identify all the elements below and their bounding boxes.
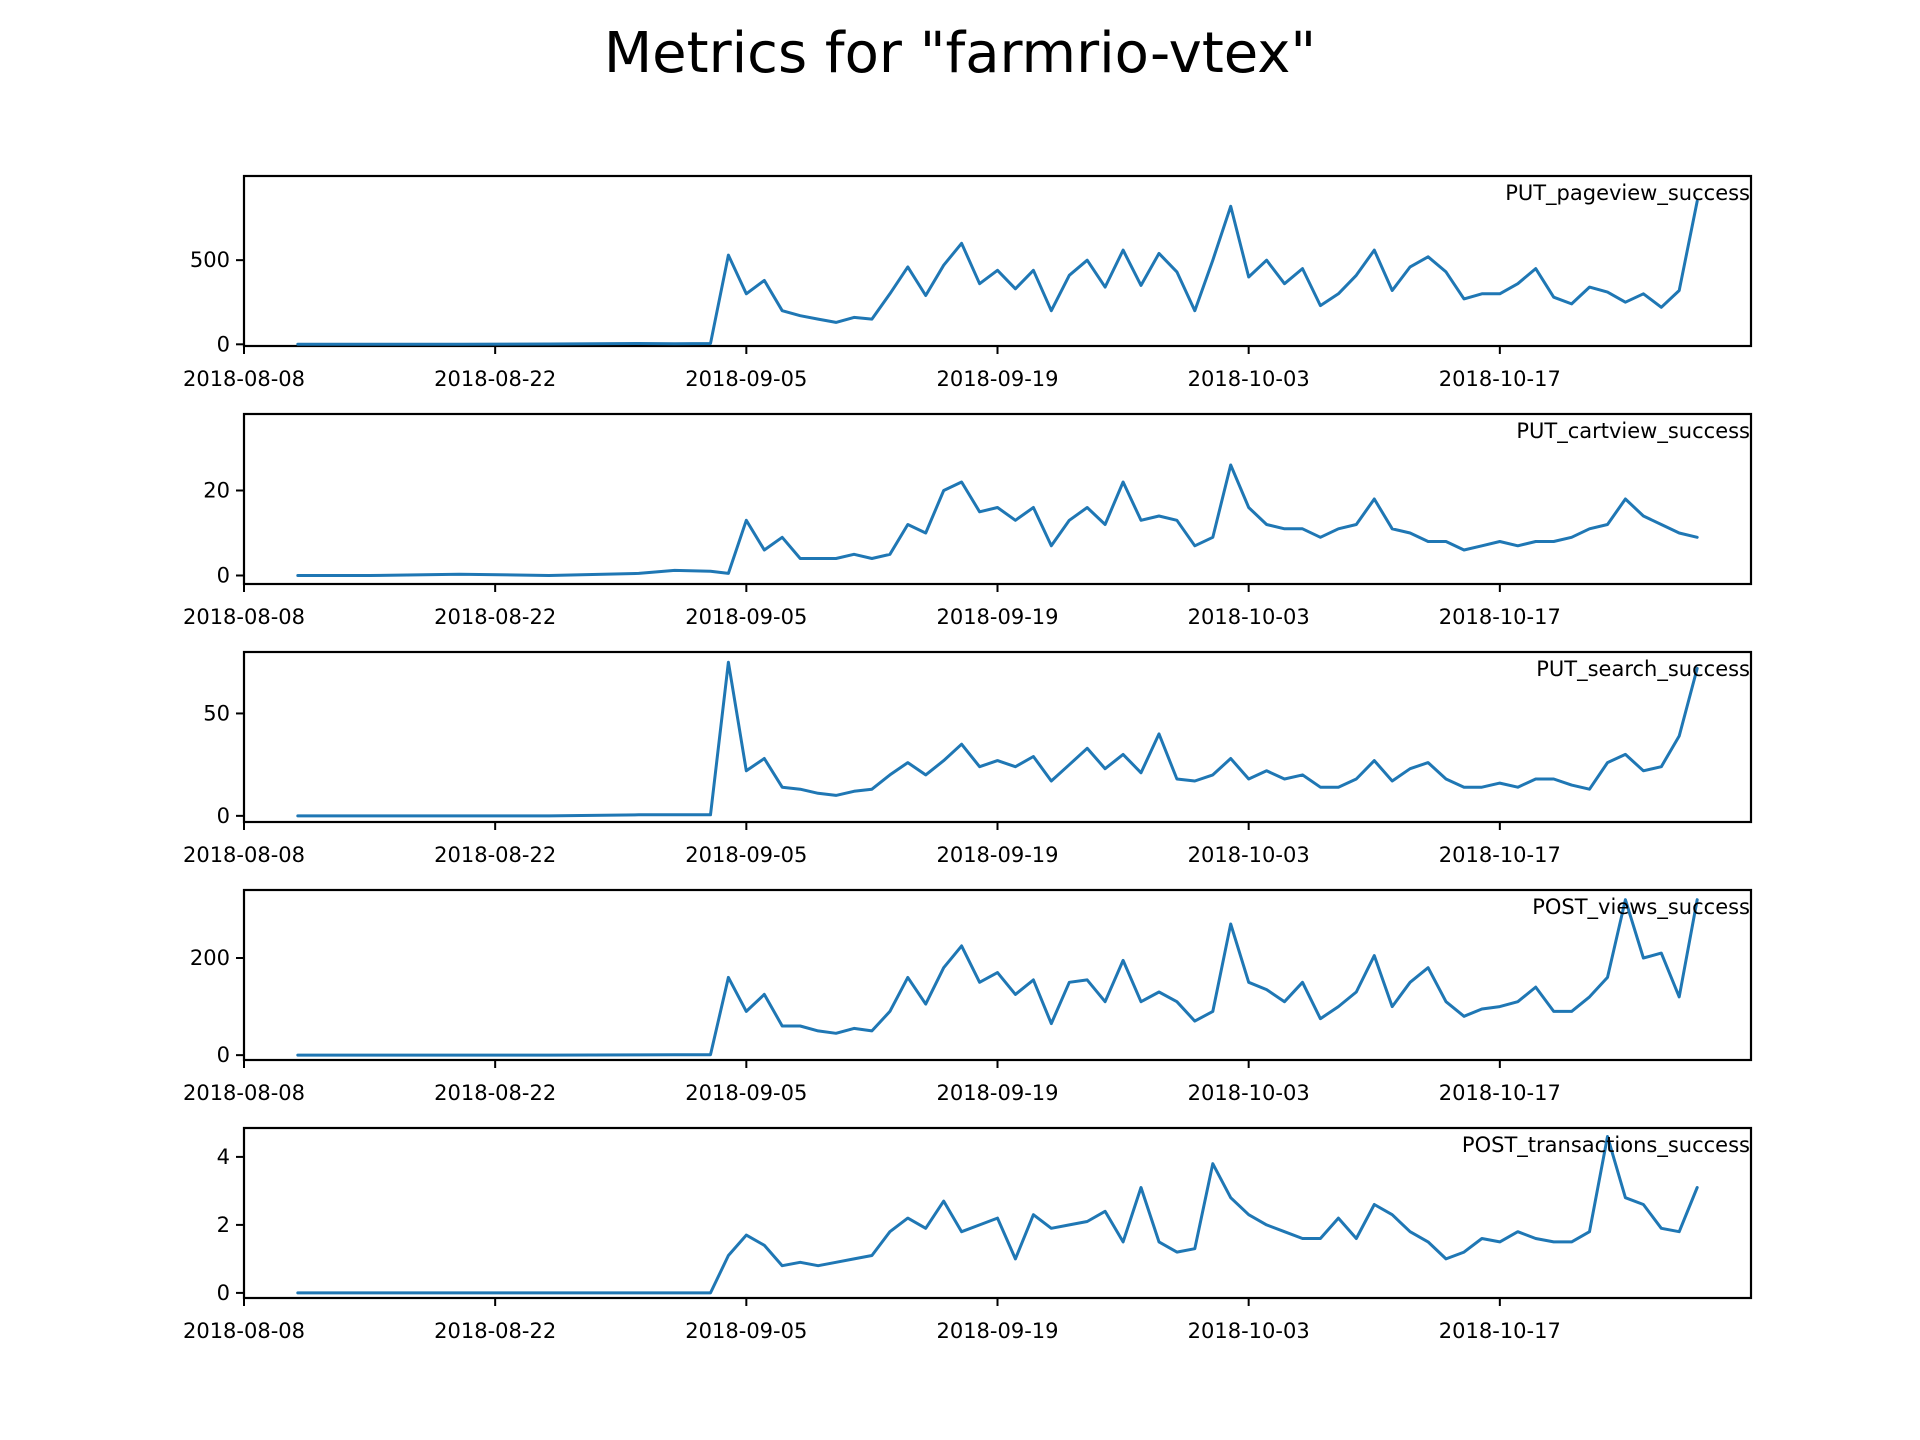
x-tick-label: 2018-09-19 [936, 367, 1058, 391]
x-tick-label: 2018-09-05 [685, 1081, 807, 1105]
series-line [296, 1135, 1699, 1295]
x-tick-label: 2018-08-08 [183, 843, 305, 867]
x-tick-label: 2018-08-08 [183, 1319, 305, 1343]
x-tick-label: 2018-09-05 [685, 843, 807, 867]
x-tick-label: 2018-09-05 [685, 605, 807, 629]
x-tick-label: 2018-08-22 [434, 1319, 556, 1343]
x-tick-label: 2018-09-19 [936, 1081, 1058, 1105]
x-tick-label: 2018-10-03 [1188, 367, 1310, 391]
x-tick-label: 2018-08-08 [183, 1081, 305, 1105]
x-tick-label: 2018-10-17 [1439, 367, 1561, 391]
x-tick-label: 2018-10-17 [1439, 605, 1561, 629]
subplot-4: 0 200 2018-08-08 2018-08-22 2018-09-05 2018-0… [183, 888, 1753, 1105]
x-tick-label: 2018-10-17 [1439, 1319, 1561, 1343]
x-tick-label: 2018-09-19 [936, 605, 1058, 629]
y-tick-label: 0 [217, 1281, 230, 1305]
x-tick-label: 2018-10-03 [1188, 605, 1310, 629]
y-tick-label: 0 [217, 804, 230, 828]
subplot-5: 0 2 4 2018-08-08 2018-08-22 2018-09-05 2018-09… [183, 1126, 1753, 1343]
subplot-1: 0 500 2018-08-08 2018-08-22 2018-09-05 2018-0… [183, 174, 1753, 391]
series-line [296, 199, 1699, 346]
panel-label: PUT_pageview_success [1505, 181, 1750, 206]
x-tick-label: 2018-10-17 [1439, 1081, 1561, 1105]
series-line [296, 463, 1699, 577]
y-tick-label: 20 [203, 479, 230, 503]
panel-label: POST_transactions_success [1462, 1133, 1750, 1158]
y-tick-label: 4 [217, 1145, 230, 1169]
y-tick-label: 0 [217, 564, 230, 588]
x-tick-label: 2018-08-22 [434, 367, 556, 391]
x-tick-label: 2018-08-22 [434, 1081, 556, 1105]
y-tick-label: 0 [217, 332, 230, 356]
x-tick-label: 2018-08-22 [434, 605, 556, 629]
y-tick-label: 500 [190, 248, 230, 272]
axes-frame [242, 888, 1753, 1062]
panel-label: PUT_search_success [1536, 657, 1750, 682]
subplot-2: 0 20 2018-08-08 2018-08-22 2018-09-05 2018-09… [183, 412, 1753, 629]
series-line [296, 898, 1699, 1057]
x-tick-label: 2018-08-22 [434, 843, 556, 867]
panel-label: PUT_cartview_success [1516, 419, 1750, 444]
x-tick-label: 2018-08-08 [183, 367, 305, 391]
figure-title: Metrics for "farmrio-vtex" [604, 21, 1316, 86]
subplot-3: 0 50 2018-08-08 2018-08-22 2018-09-05 2018-09… [183, 650, 1753, 867]
series-line [296, 660, 1699, 818]
x-tick-label: 2018-08-08 [183, 605, 305, 629]
y-tick-label: 200 [190, 946, 230, 970]
x-tick-label: 2018-09-05 [685, 1319, 807, 1343]
x-tick-label: 2018-09-19 [936, 1319, 1058, 1343]
y-tick-label: 0 [217, 1043, 230, 1067]
y-tick-label: 50 [203, 701, 230, 725]
x-tick-label: 2018-10-03 [1188, 1319, 1310, 1343]
x-tick-label: 2018-09-05 [685, 367, 807, 391]
x-tick-label: 2018-10-03 [1188, 1081, 1310, 1105]
y-tick-label: 2 [217, 1213, 230, 1237]
x-tick-label: 2018-10-03 [1188, 843, 1310, 867]
axes-frame [242, 650, 1753, 824]
x-tick-label: 2018-09-19 [936, 843, 1058, 867]
x-tick-label: 2018-10-17 [1439, 843, 1561, 867]
panel-label: POST_views_success [1532, 895, 1750, 920]
